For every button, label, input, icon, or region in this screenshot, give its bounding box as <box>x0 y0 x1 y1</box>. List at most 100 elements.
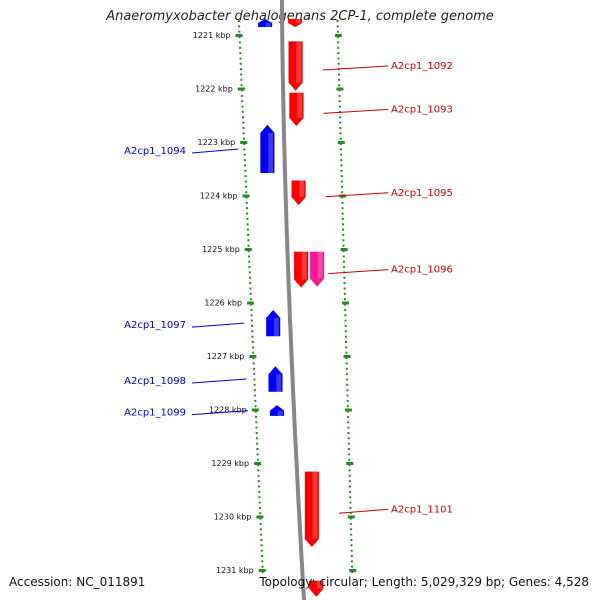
minor-tick-left <box>261 560 264 563</box>
minor-tick-left <box>247 244 250 247</box>
minor-tick-left <box>246 207 248 210</box>
minor-tick-right <box>347 432 350 434</box>
minor-tick-left <box>251 330 254 333</box>
minor-tick-right <box>341 212 344 215</box>
minor-tick-right <box>343 282 346 285</box>
minor-tick-right <box>350 533 353 536</box>
minor-tick-right <box>347 426 350 429</box>
kbp-tick-label: 1231 kbp <box>216 566 254 575</box>
minor-tick-left <box>259 517 262 520</box>
gene-label-leader <box>191 410 249 416</box>
minor-tick-left <box>242 116 244 119</box>
minor-tick-right <box>337 36 339 39</box>
minor-tick-left <box>239 46 241 49</box>
minor-tick-right <box>346 399 349 402</box>
minor-tick-right <box>348 485 351 488</box>
minor-tick-right <box>344 325 347 327</box>
major-tick-right <box>342 301 350 305</box>
map-title: Anaeromyxobacter dehalogenans 2CP-1, com… <box>106 9 494 24</box>
minor-tick-right <box>346 410 349 413</box>
gene-label-leader <box>191 378 247 384</box>
gene-shade <box>301 251 307 280</box>
minor-tick-right <box>340 180 343 183</box>
tick-layer: 1221 kbp 1222 kbp 1223 kbp 1224 kbp 1225 kbp… <box>193 20 357 575</box>
minor-tick-left <box>238 36 241 39</box>
minor-tick-left <box>255 437 258 440</box>
minor-tick-right <box>350 560 353 563</box>
gene-shade <box>296 41 302 83</box>
major-tick-right <box>337 141 345 144</box>
minor-tick-left <box>252 346 254 349</box>
major-tick-right <box>340 248 348 251</box>
gene-arrow <box>309 580 324 598</box>
minor-tick-right <box>347 415 350 418</box>
minor-tick-left <box>259 506 261 509</box>
gene-label-leader <box>322 65 389 71</box>
minor-tick-left <box>240 84 243 87</box>
minor-tick-left <box>250 314 253 317</box>
minor-tick-left <box>243 159 246 162</box>
gene-arrow <box>265 309 281 337</box>
minor-tick-left <box>249 298 252 301</box>
minor-tick-left <box>257 469 260 472</box>
minor-tick-right <box>338 73 340 76</box>
minor-tick-left <box>245 191 248 194</box>
minor-tick-left <box>257 464 260 467</box>
minor-tick-left <box>242 121 245 124</box>
minor-tick-left <box>238 30 241 33</box>
kbp-tick-label: 1228 kbp <box>209 406 247 415</box>
minor-tick-left <box>246 212 249 215</box>
minor-tick-right <box>348 480 351 483</box>
minor-tick-right <box>342 223 344 226</box>
gene-shade <box>265 23 271 27</box>
topology-text: Topology: circular; Length: 5,029,329 bp… <box>259 575 589 589</box>
gene-label: A2cp1_1096 <box>391 265 453 276</box>
minor-tick-right <box>343 292 346 295</box>
minor-tick-right <box>343 266 346 269</box>
minor-tick-right <box>347 442 350 445</box>
minor-tick-left <box>256 442 259 445</box>
minor-tick-right <box>345 362 348 365</box>
gene-label: A2cp1_1092 <box>391 61 453 72</box>
minor-tick-left <box>258 490 261 493</box>
minor-tick-right <box>344 330 347 333</box>
minor-tick-left <box>244 164 247 167</box>
minor-tick-left <box>252 362 255 365</box>
kbp-tick-label: 1223 kbp <box>197 138 235 147</box>
minor-tick-left <box>258 485 260 488</box>
gene-label: A2cp1_1095 <box>391 188 453 199</box>
minor-tick-right <box>346 389 349 392</box>
minor-tick-right <box>342 255 345 258</box>
minor-tick-left <box>252 357 255 360</box>
gene-shade <box>273 318 279 337</box>
kbp-tick-label: 1224 kbp <box>200 192 238 201</box>
minor-tick-right <box>350 549 353 552</box>
kbp-tick-label: 1229 kbp <box>211 459 249 468</box>
minor-tick-right <box>350 528 353 531</box>
minor-tick-right <box>339 132 342 135</box>
minor-tick-left <box>238 25 241 28</box>
minor-tick-right <box>348 458 351 461</box>
minor-tick-left <box>246 223 249 226</box>
minor-tick-right <box>349 490 352 493</box>
kbp-tick-label: 1226 kbp <box>204 299 242 308</box>
minor-tick-right <box>347 437 350 440</box>
minor-tick-right <box>347 421 350 424</box>
minor-tick-right <box>343 276 346 279</box>
major-tick-left <box>240 141 248 144</box>
major-tick-left <box>242 194 250 198</box>
minor-tick-left <box>239 62 242 65</box>
gene-label: A2cp1_1101 <box>391 504 453 515</box>
minor-tick-left <box>261 565 264 568</box>
minor-tick-right <box>337 52 340 55</box>
minor-tick-right <box>345 335 347 338</box>
minor-tick-left <box>255 432 258 434</box>
minor-tick-right <box>339 127 342 129</box>
minor-tick-right <box>349 501 352 504</box>
minor-tick-left <box>239 52 242 55</box>
minor-tick-left <box>254 405 257 408</box>
minor-tick-right <box>343 260 345 263</box>
minor-tick-left <box>241 100 244 103</box>
minor-tick-right <box>339 121 342 124</box>
gene-arrow <box>291 180 306 206</box>
